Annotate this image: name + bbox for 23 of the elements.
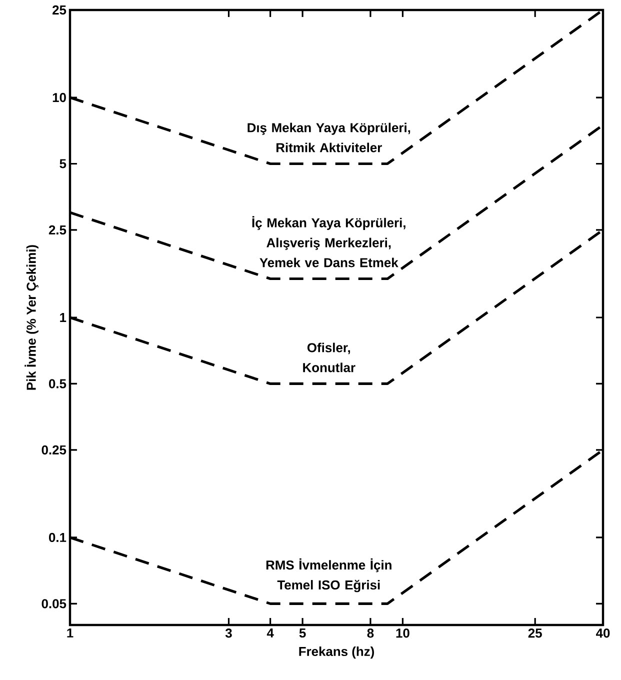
y-tick-label: 0.1 <box>48 532 66 542</box>
x-tick-label: 4 <box>266 628 274 638</box>
y-tick-label: 2.5 <box>48 225 66 235</box>
y-axis-title: Pik İvme (% Yer Çekimi) <box>24 245 38 390</box>
series-label: RMS İvmelenme İçin Temel ISO Eğrisi <box>266 558 392 592</box>
y-tick-label: 0.25 <box>42 445 66 455</box>
x-tick-label: 25 <box>528 628 542 638</box>
y-tick-label: 0.5 <box>48 379 66 388</box>
x-tick-label: 10 <box>396 628 410 638</box>
x-tick-label: 8 <box>367 628 374 638</box>
series-label: İç Mekan Yaya Köprüleri, Alışveriş Merkezleri, Yemek ve Dans Etmek <box>252 216 406 268</box>
y-tick-label: 0.05 <box>42 599 66 608</box>
y-tick-label: 10 <box>52 92 66 102</box>
y-tick-label: 1 <box>60 313 66 322</box>
series-label: Ofisler, Konutlar <box>303 342 356 372</box>
x-axis-title: Frekans (hz) <box>299 646 374 659</box>
series-label: Dış Mekan Yaya Köprüleri, Ritmik Aktiviteler <box>248 122 410 152</box>
y-tick-label: 25 <box>52 5 66 15</box>
y-tick-label: 5 <box>60 159 66 168</box>
x-tick-label: 40 <box>596 628 610 638</box>
x-tick-label: 1 <box>67 628 74 638</box>
x-tick-label: 5 <box>299 628 306 638</box>
x-tick-label: 3 <box>225 628 232 638</box>
